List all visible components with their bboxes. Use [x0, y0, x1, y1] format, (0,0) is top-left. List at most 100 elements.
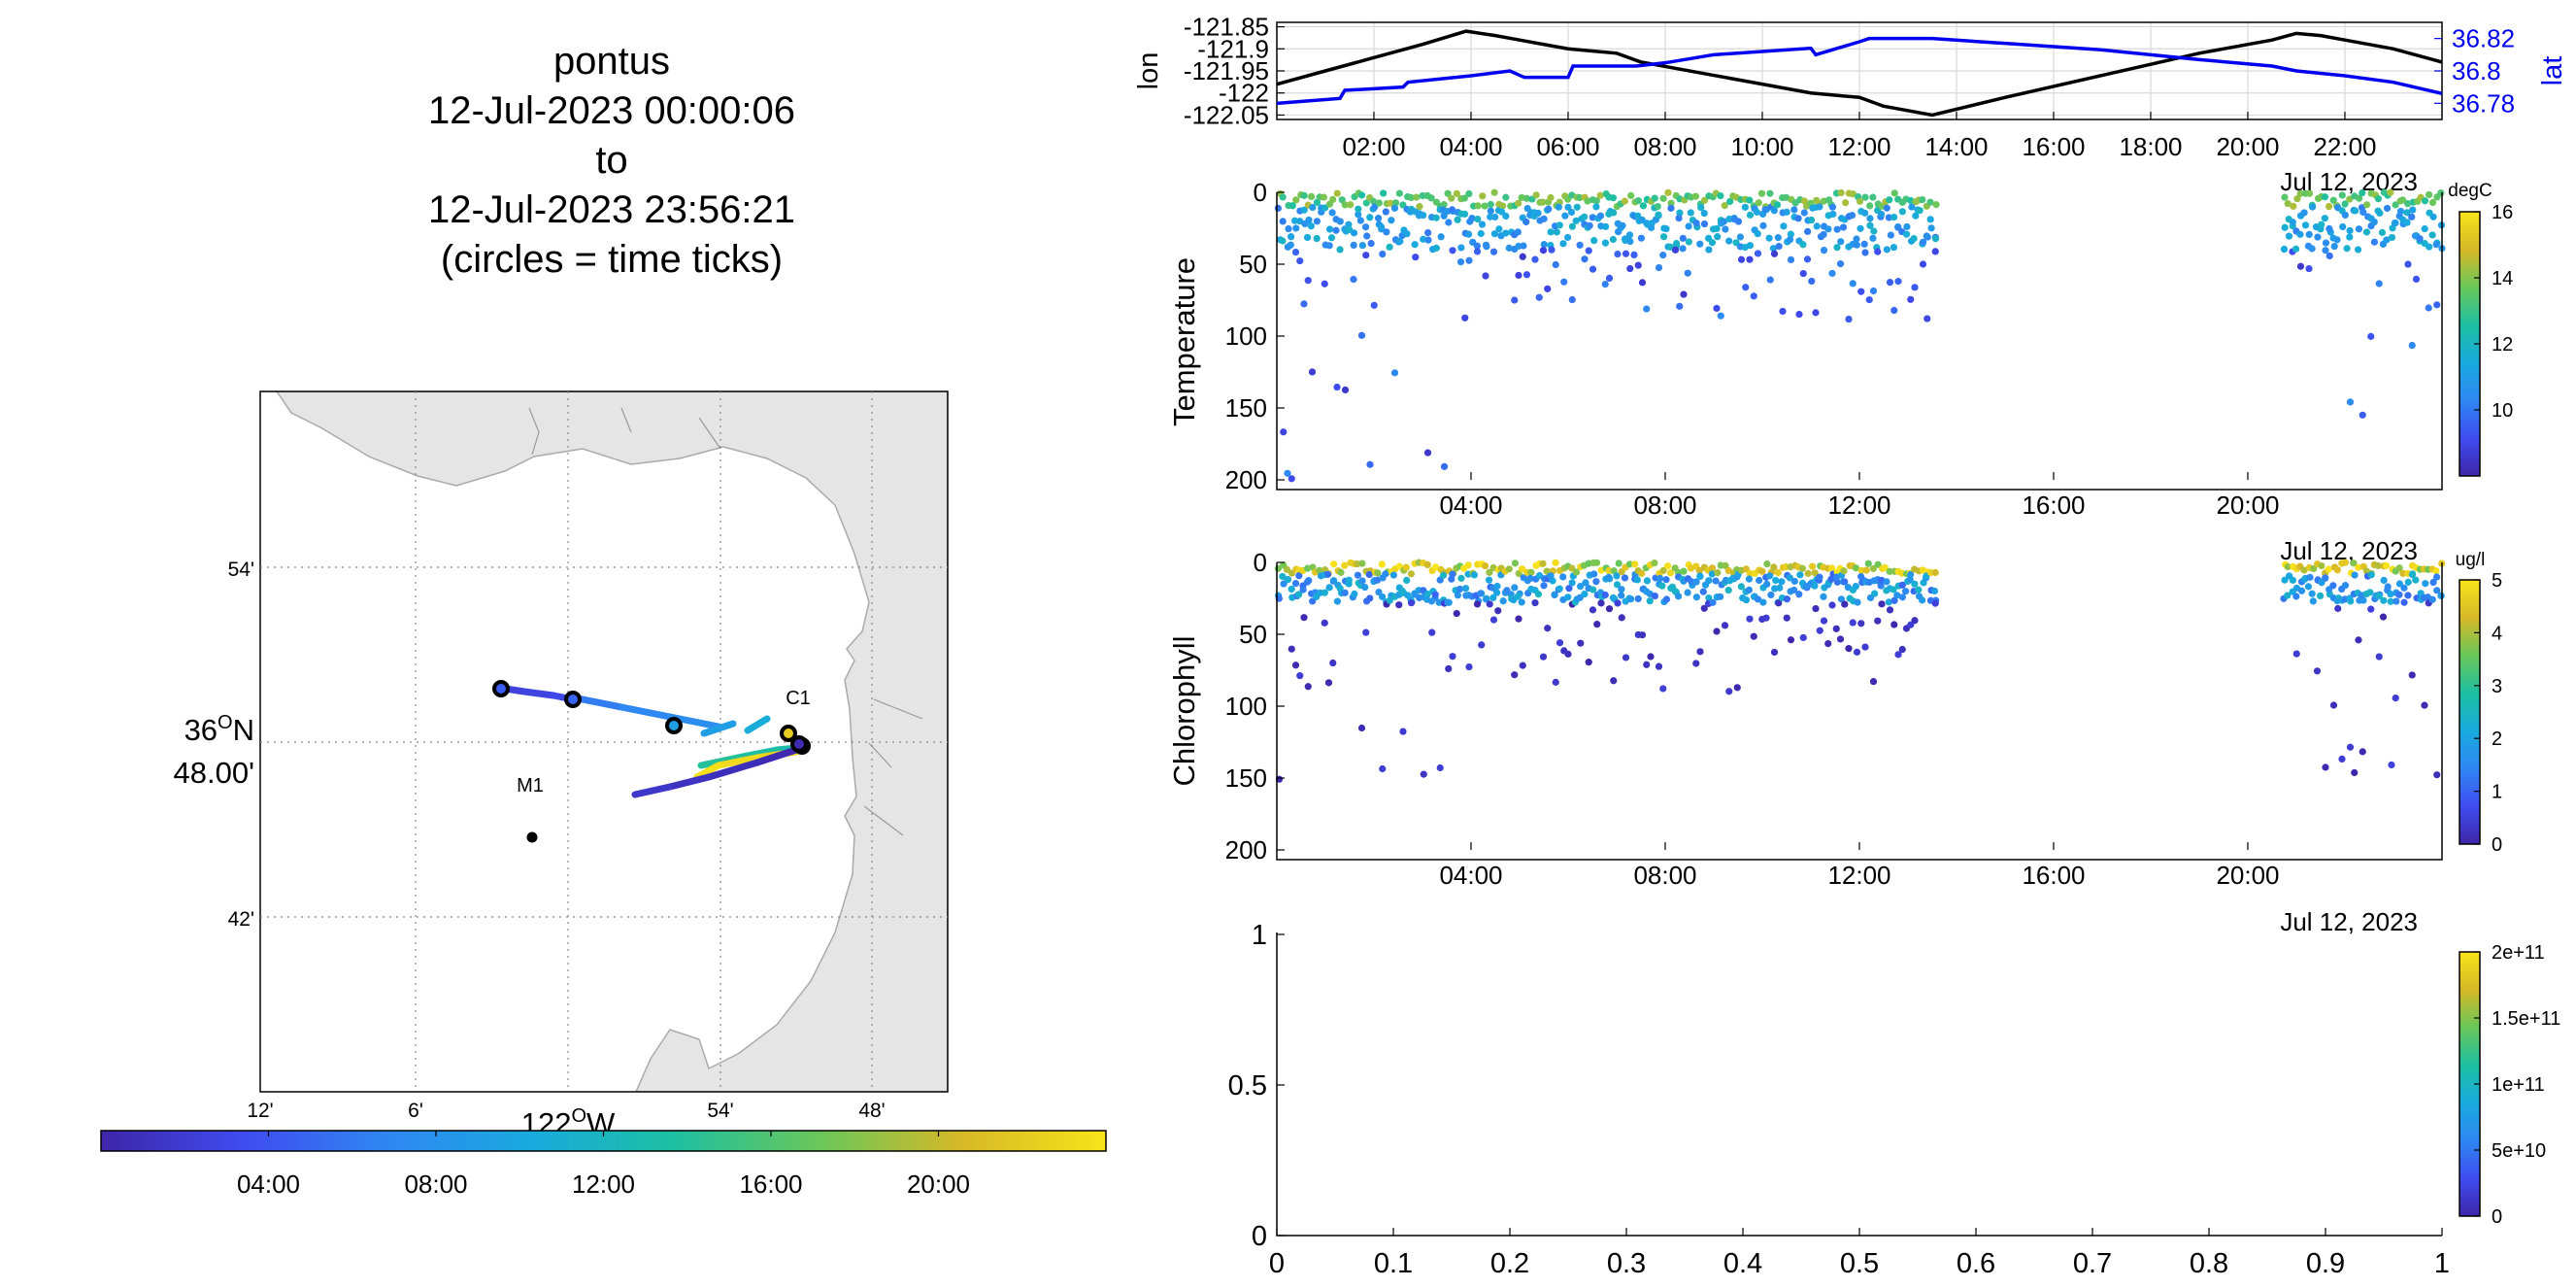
data-point	[1486, 568, 1493, 576]
data-point	[1330, 577, 1338, 585]
lat-y-ticks: 36.82 36.8 36.78	[2434, 24, 2515, 118]
data-point	[1328, 209, 1336, 217]
map-lat-main-label: 36ON	[184, 712, 254, 747]
data-point	[2367, 332, 2375, 340]
data-point	[1658, 582, 1666, 590]
data-point	[1449, 653, 1456, 661]
data-point	[1387, 199, 1394, 207]
data-point	[1390, 204, 1399, 212]
data-point	[2416, 235, 2424, 243]
data-point	[1333, 383, 1341, 391]
data-point	[2380, 596, 2388, 604]
data-point	[1478, 220, 1487, 228]
data-point	[1307, 192, 1316, 200]
data-point	[1457, 574, 1465, 582]
data-point	[1545, 205, 1553, 213]
data-point	[1354, 571, 1362, 579]
time-tick-circle	[492, 680, 510, 697]
data-point	[1713, 304, 1721, 313]
data-point	[1854, 598, 1861, 606]
data-point	[1382, 570, 1389, 578]
data-point	[1540, 215, 1548, 222]
data-point	[1799, 270, 1807, 278]
data-point	[1866, 202, 1874, 210]
data-point	[1796, 571, 1804, 579]
data-point	[1849, 619, 1857, 627]
data-point	[2387, 597, 2394, 605]
data-point	[1613, 581, 1622, 589]
data-point	[1479, 192, 1487, 200]
data-point	[1746, 196, 1754, 204]
track-segment	[744, 715, 771, 734]
data-point	[2359, 411, 2366, 419]
data-point	[1763, 559, 1771, 568]
data-point	[2428, 595, 2436, 603]
data-point	[1487, 200, 1494, 209]
data-point	[2306, 573, 2314, 581]
x-tick-label: 16:00	[2022, 491, 2085, 520]
data-point	[1464, 561, 1472, 569]
data-point	[1685, 222, 1692, 230]
data-point	[1357, 331, 1366, 339]
data-point	[1395, 189, 1403, 197]
data-point	[1378, 560, 1386, 568]
data-point	[1288, 645, 1295, 653]
data-point	[1720, 218, 1727, 225]
data-point	[1827, 575, 1835, 583]
data-point	[1589, 265, 1597, 273]
data-point	[1482, 272, 1489, 280]
data-point	[1615, 559, 1623, 567]
data-point	[1547, 193, 1555, 202]
data-point	[1659, 233, 1668, 241]
data-point	[2350, 559, 2358, 567]
data-point	[1861, 249, 1869, 256]
data-point	[1490, 230, 1498, 238]
data-point	[2404, 592, 2412, 599]
data-point	[2409, 206, 2417, 214]
data-point	[2284, 199, 2292, 208]
data-point	[2341, 211, 2349, 220]
data-point	[1325, 584, 1333, 592]
colorbar-tick-label: 5e+10	[2492, 1140, 2546, 1162]
data-point	[1696, 648, 1704, 656]
data-point	[1449, 247, 1456, 254]
empty-panel: 00.51 0 0.1 0.2 0.3 0.4 0.5 0.6 0.7 0.8 0.9 1 2e+1…	[1228, 920, 2561, 1279]
data-point	[1713, 627, 1721, 635]
x-tick-label: 20:00	[2216, 491, 2279, 520]
data-point	[1553, 228, 1560, 236]
lonlat-x-tick-label: 10:00	[1730, 132, 1793, 161]
data-point	[1482, 241, 1490, 249]
data-point	[1708, 239, 1717, 247]
data-point	[1363, 232, 1371, 240]
data-point	[1502, 229, 1510, 237]
data-point	[1296, 218, 1304, 225]
data-point	[1836, 635, 1845, 643]
data-point	[1486, 600, 1493, 608]
data-point	[1839, 223, 1848, 231]
data-point	[1522, 271, 1531, 279]
data-point	[1522, 218, 1530, 226]
data-point	[1828, 601, 1836, 609]
data-point	[1577, 639, 1585, 647]
time-tick-circle	[564, 691, 582, 708]
data-point	[1622, 250, 1630, 257]
data-point	[1474, 202, 1482, 210]
data-point	[1722, 225, 1729, 233]
data-point	[1861, 193, 1869, 201]
data-point	[1556, 639, 1564, 647]
data-point	[1288, 202, 1296, 210]
temperature-date-label: Jul 12, 2023	[2280, 536, 2418, 565]
time-colorbar-ticks: 04:00 08:00 12:00 16:00 20:00	[237, 1131, 970, 1199]
data-point	[1903, 222, 1911, 231]
data-point	[1519, 661, 1526, 669]
data-point	[1736, 233, 1744, 241]
data-point	[1699, 588, 1707, 595]
data-point	[1676, 302, 1684, 310]
data-point	[1648, 223, 1656, 232]
data-point	[1592, 559, 1601, 566]
data-point	[1757, 189, 1766, 197]
data-point	[1812, 604, 1820, 613]
data-point	[1812, 309, 1820, 317]
lonlat-x-tick-label: 06:00	[1536, 132, 1599, 161]
data-point	[1320, 193, 1327, 201]
